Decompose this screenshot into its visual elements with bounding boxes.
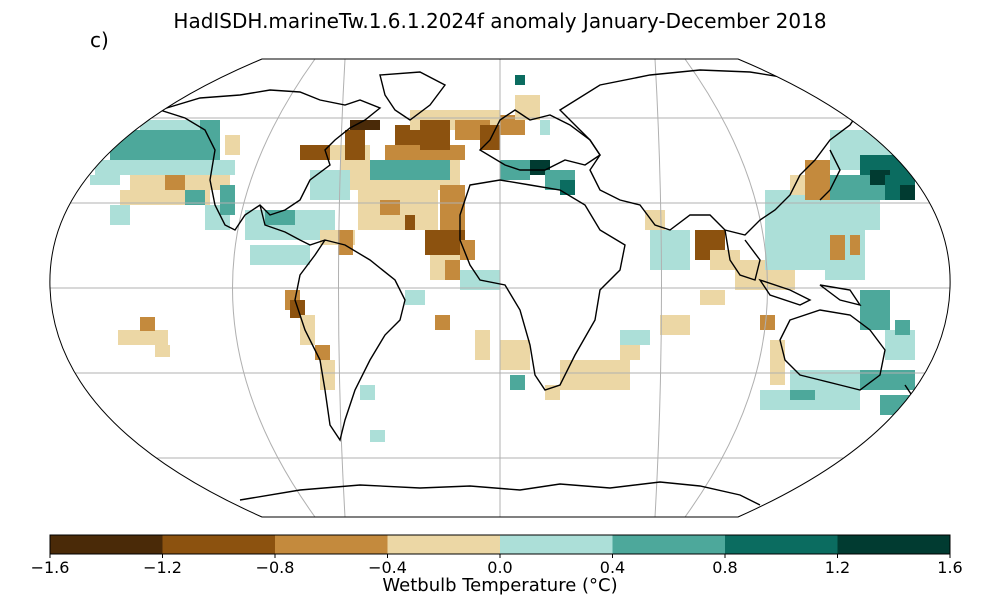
colorbar-segment xyxy=(387,535,501,554)
globe-outline xyxy=(49,58,951,518)
colorbar-segment xyxy=(500,535,613,554)
colorbar-tick-label: 0.8 xyxy=(712,558,738,577)
colorbar-tick-label: −1.6 xyxy=(30,558,70,577)
colorbar-tick-label: 0.4 xyxy=(599,558,626,577)
colorbar-tick-label: 1.2 xyxy=(824,558,851,577)
colorbar xyxy=(49,534,951,558)
colorbar-segment xyxy=(50,535,163,554)
colorbar-tick-label: −1.2 xyxy=(143,558,182,577)
panel-label: c) xyxy=(90,28,109,52)
graticule xyxy=(49,59,951,517)
colorbar-segment xyxy=(162,535,276,554)
coastlines xyxy=(157,69,916,506)
colorbar-tick-label: −0.8 xyxy=(255,558,295,577)
colorbar-segment xyxy=(725,535,838,554)
anomaly-cells xyxy=(90,75,915,442)
map-title: HadISDH.marineTw.1.6.1.2024f anomaly Jan… xyxy=(173,9,827,33)
colorbar-tick-label: −0.4 xyxy=(368,558,407,577)
colorbar-segment xyxy=(612,535,726,554)
colorbar-tick-label: 0.0 xyxy=(487,558,513,577)
colorbar-segment xyxy=(275,535,388,554)
colorbar-segment xyxy=(837,535,951,554)
colorbar-label: Wetbulb Temperature (°C) xyxy=(382,575,618,596)
colorbar-tick-label: 1.6 xyxy=(937,558,963,577)
